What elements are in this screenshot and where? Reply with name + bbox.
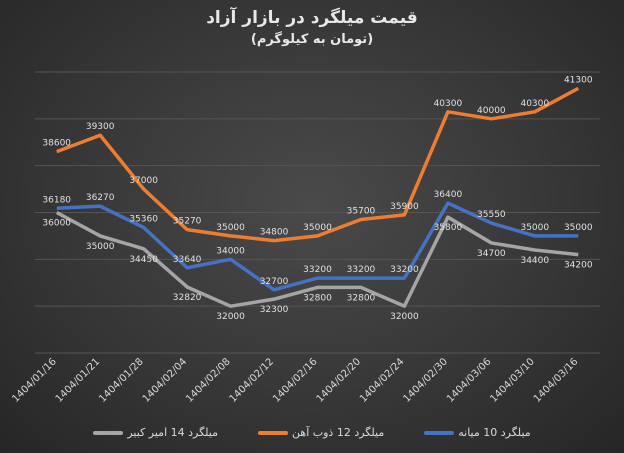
legend-label: میلگرد 14 امیر کبیر (127, 426, 219, 439)
data-label: 35360 (129, 214, 158, 224)
legend-label: میلگرد 10 میانه (458, 426, 531, 439)
data-label: 32700 (260, 277, 289, 287)
data-label: 33640 (173, 255, 202, 265)
series-line-1 (56, 86, 580, 243)
data-label: 32000 (216, 312, 245, 322)
data-label: 33200 (390, 265, 419, 275)
legend-item-10[interactable]: میلگرد 10 میانه (424, 426, 531, 439)
data-label: 37000 (129, 176, 158, 186)
data-label: 40300 (520, 99, 549, 109)
series-line-0 (56, 201, 579, 292)
x-tick-label: 1404/01/28 (97, 356, 146, 405)
legend: میلگرد 10 میانه میلگرد 12 ذوب آهن میلگرد… (0, 426, 624, 439)
data-label: 34000 (216, 246, 245, 256)
legend-swatch (258, 430, 289, 435)
data-label: 36000 (42, 219, 71, 229)
data-label: 34400 (520, 256, 549, 266)
x-tick-label: 1404/01/21 (54, 356, 103, 405)
data-label: 39300 (86, 122, 115, 132)
data-label: 35270 (173, 217, 202, 227)
x-tick-label: 1404/02/16 (271, 356, 320, 405)
series-line-2 (55, 210, 579, 308)
x-tick-label: 1404/02/08 (184, 356, 233, 405)
x-tick-label: 1404/02/20 (315, 356, 364, 405)
x-tick-label: 1404/03/10 (488, 356, 537, 405)
data-label: 34200 (564, 261, 593, 271)
data-label: 35000 (216, 223, 245, 233)
x-tick-label: 1404/03/16 (532, 356, 581, 405)
data-label: 32820 (173, 293, 202, 303)
data-label: 36180 (42, 195, 71, 205)
data-label: 35700 (347, 207, 376, 217)
data-label: 34800 (260, 228, 289, 238)
legend-item-12[interactable]: میلگرد 12 ذوب آهن (258, 426, 384, 439)
data-label: 35550 (477, 210, 506, 220)
data-label: 34700 (477, 249, 506, 259)
chart-title: قیمت میلگرد در بازار آزاد (206, 8, 418, 28)
data-label: 35800 (434, 223, 463, 233)
x-tick-label: 1404/02/12 (228, 356, 277, 405)
data-label: 32800 (303, 293, 332, 303)
data-label: 32000 (390, 312, 419, 322)
x-tick-label: 1404/02/30 (401, 356, 450, 405)
data-label: 35000 (303, 223, 332, 233)
data-label: 38600 (42, 139, 71, 149)
data-label: 36400 (434, 190, 463, 200)
data-label: 33200 (347, 265, 376, 275)
legend-item-14[interactable]: میلگرد 14 امیر کبیر (93, 426, 218, 439)
data-label: 40000 (477, 106, 506, 116)
legend-swatch (93, 430, 124, 435)
legend-swatch (424, 430, 455, 435)
data-label: 34450 (129, 255, 158, 265)
x-tick-label: 1404/02/04 (141, 356, 190, 405)
data-label: 35000 (520, 223, 549, 233)
data-label: 35000 (86, 242, 115, 252)
legend-label: میلگرد 12 ذوب آهن (292, 426, 385, 439)
data-label: 41300 (564, 75, 593, 85)
data-label: 35000 (564, 223, 593, 233)
x-tick-label: 1404/03/06 (445, 356, 494, 405)
data-label: 33200 (303, 265, 332, 275)
data-label: 36270 (86, 193, 115, 203)
data-label: 40300 (434, 99, 463, 109)
data-label: 32800 (347, 293, 376, 303)
data-label: 35900 (390, 202, 419, 212)
chart-subtitle: (تومان به کیلوگرم) (250, 32, 374, 47)
data-label: 32300 (260, 305, 289, 315)
x-tick-label: 1404/01/16 (10, 356, 59, 405)
x-tick-label: 1404/02/24 (358, 356, 407, 405)
